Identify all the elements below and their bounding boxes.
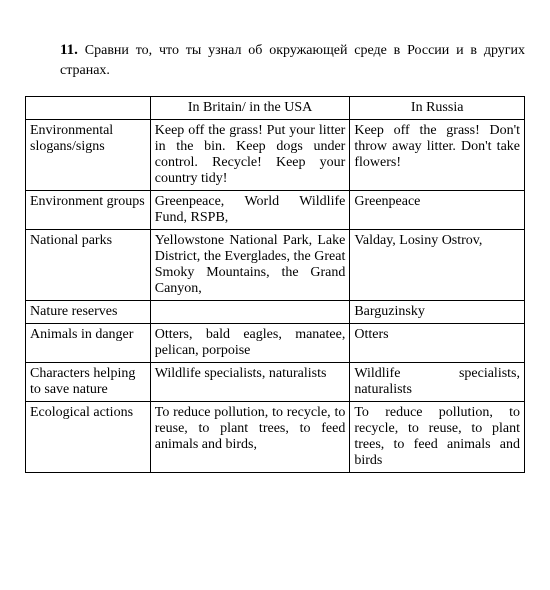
table-row: Nature reserves Barguzinsky bbox=[26, 300, 525, 323]
cell-russia: Greenpeace bbox=[350, 190, 525, 229]
cell-russia: To reduce pollution, to recycle, to reus… bbox=[350, 401, 525, 472]
table-row: Ecological actions To reduce pollution, … bbox=[26, 401, 525, 472]
table-row: Characters helping to save nature Wildli… bbox=[26, 362, 525, 401]
table-row: National parks Yellowstone National Park… bbox=[26, 229, 525, 300]
cell-britain: Yellowstone National Park, Lake District… bbox=[150, 229, 350, 300]
header-empty bbox=[26, 96, 151, 119]
header-britain-usa: In Britain/ in the USA bbox=[150, 96, 350, 119]
cell-russia: Valday, Losiny Ostrov, bbox=[350, 229, 525, 300]
table-row: Environment groups Greenpeace, World Wil… bbox=[26, 190, 525, 229]
table-row: Animals in danger Otters, bald eagles, m… bbox=[26, 323, 525, 362]
cell-russia: Keep off the grass! Don't throw away lit… bbox=[350, 119, 525, 190]
cell-britain: To reduce pollution, to recycle, to reus… bbox=[150, 401, 350, 472]
row-label: Environmental slogans/signs bbox=[26, 119, 151, 190]
table-row: Environmental slogans/signs Keep off the… bbox=[26, 119, 525, 190]
task-header: 11. Сравни то, что ты узнал об окружающе… bbox=[25, 40, 525, 81]
table-header-row: In Britain/ in the USA In Russia bbox=[26, 96, 525, 119]
row-label: Ecological actions bbox=[26, 401, 151, 472]
cell-britain bbox=[150, 300, 350, 323]
row-label: Environment groups bbox=[26, 190, 151, 229]
row-label: National parks bbox=[26, 229, 151, 300]
task-number: 11. bbox=[60, 42, 78, 58]
cell-britain: Keep off the grass! Put your litter in t… bbox=[150, 119, 350, 190]
cell-russia: Otters bbox=[350, 323, 525, 362]
row-label: Characters helping to save nature bbox=[26, 362, 151, 401]
cell-britain: Greenpeace, World Wildlife Fund, RSPB, bbox=[150, 190, 350, 229]
cell-russia: Barguzinsky bbox=[350, 300, 525, 323]
task-text: Сравни то, что ты узнал об окружающей ср… bbox=[60, 43, 525, 78]
header-russia: In Russia bbox=[350, 96, 525, 119]
cell-russia: Wildlife specialists, naturalists bbox=[350, 362, 525, 401]
row-label: Nature reserves bbox=[26, 300, 151, 323]
cell-britain: Wildlife specialists, naturalists bbox=[150, 362, 350, 401]
cell-britain: Otters, bald eagles, manatee, pelican, p… bbox=[150, 323, 350, 362]
comparison-table: In Britain/ in the USA In Russia Environ… bbox=[25, 96, 525, 473]
row-label: Animals in danger bbox=[26, 323, 151, 362]
